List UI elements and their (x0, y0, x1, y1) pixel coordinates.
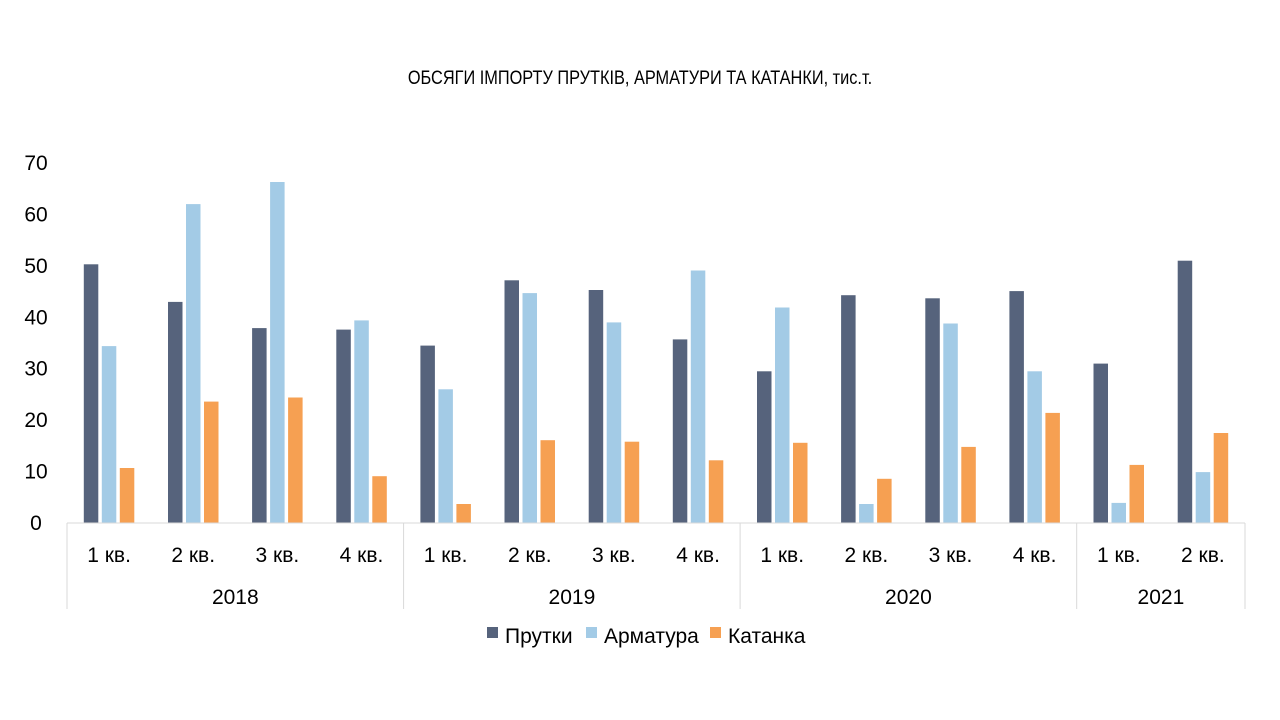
x-category-label: 2 кв. (171, 544, 215, 567)
y-tick-label: 0 (30, 512, 42, 535)
bar-Катанка (877, 478, 892, 523)
x-category-label: 3 кв. (929, 544, 973, 567)
bar-Катанка (119, 468, 135, 523)
bar-Прутки (925, 298, 940, 523)
bar-Прутки (757, 371, 772, 523)
bar-Катанка (372, 476, 387, 523)
x-group-label: 2018 (212, 586, 259, 609)
y-tick-label: 70 (24, 152, 47, 175)
bar-Прутки (168, 301, 183, 523)
bar-Прутки (1177, 260, 1193, 523)
x-group-label: 2019 (549, 586, 596, 609)
bar-Арматура (270, 182, 285, 523)
y-tick-label: 40 (24, 306, 47, 329)
legend-swatch (710, 627, 721, 638)
bar-Прутки (672, 339, 688, 523)
bar-Прутки (504, 280, 519, 523)
x-category-label: 1 кв. (760, 544, 804, 567)
bar-Арматура (1027, 371, 1042, 523)
x-category-label: 1 кв. (87, 544, 131, 567)
y-tick-label: 50 (24, 255, 47, 278)
bar-Катанка (708, 460, 724, 523)
bar-Арматура (606, 322, 622, 523)
legend-label: Арматура (604, 625, 699, 648)
x-category-label: 3 кв. (592, 544, 636, 567)
y-axis-ticks: 0 10 20 30 40 50 60 70 (24, 152, 47, 535)
bar-Арматура (1195, 472, 1211, 523)
bar-Прутки (841, 295, 856, 523)
bar-Катанка (793, 442, 808, 523)
y-tick-label: 10 (24, 461, 47, 484)
bars (83, 182, 1229, 523)
bar-Арматура (354, 320, 369, 523)
x-category-label: 1 кв. (424, 544, 468, 567)
bar-Катанка (961, 446, 976, 523)
bar-Арматура (859, 504, 874, 523)
bar-Прутки (83, 264, 99, 523)
bar-Арматура (438, 389, 453, 523)
bar-Катанка (456, 504, 471, 523)
bar-Арматура (1111, 502, 1126, 523)
x-category-label: 4 кв. (340, 544, 384, 567)
bar-Арматура (186, 204, 201, 523)
bar-Прутки (1009, 291, 1024, 523)
bar-Арматура (943, 323, 958, 523)
legend-label: Катанка (728, 625, 806, 648)
x-category-label: 3 кв. (256, 544, 300, 567)
bar-Арматура (690, 270, 706, 523)
bar-Прутки (420, 345, 435, 523)
bar-Арматура (775, 307, 790, 523)
bar-Катанка (288, 397, 303, 523)
x-category-label: 2 кв. (508, 544, 552, 567)
x-group-label: 2020 (885, 586, 932, 609)
bar-Арматура (522, 293, 537, 523)
chart-title: ОБСЯГИ ІМПОРТУ ПРУТКІВ, АРМАТУРИ ТА КАТА… (408, 67, 872, 88)
bar-Катанка (1129, 464, 1144, 523)
bar-Катанка (204, 401, 219, 523)
bar-Прутки (336, 329, 351, 523)
y-tick-label: 30 (24, 358, 47, 381)
bar-Катанка (1045, 412, 1060, 523)
bar-Арматура (101, 346, 117, 523)
x-category-label: 4 кв. (1013, 544, 1057, 567)
x-category-label: 2 кв. (845, 544, 889, 567)
legend: Прутки Арматура Катанка (487, 625, 806, 648)
bar-Прутки (588, 290, 604, 523)
x-category-label: 2 кв. (1181, 544, 1225, 567)
bar-Катанка (1213, 433, 1229, 523)
x-category-label: 4 кв. (676, 544, 720, 567)
bar-Прутки (252, 328, 267, 523)
x-category-label: 1 кв. (1097, 544, 1141, 567)
y-tick-label: 60 (24, 203, 47, 226)
bar-Катанка (540, 440, 555, 523)
legend-swatch (487, 627, 498, 638)
y-tick-label: 20 (24, 409, 47, 432)
bar-Катанка (624, 441, 640, 523)
x-group-label: 2021 (1138, 586, 1185, 609)
x-axis: 1 кв. 2 кв. 3 кв. 4 кв. 1 кв. 2 кв. 3 кв. 4 кв.… (66, 522, 1246, 609)
bar-Прутки (1093, 363, 1108, 523)
legend-swatch (586, 627, 597, 638)
legend-label: Прутки (505, 625, 573, 648)
